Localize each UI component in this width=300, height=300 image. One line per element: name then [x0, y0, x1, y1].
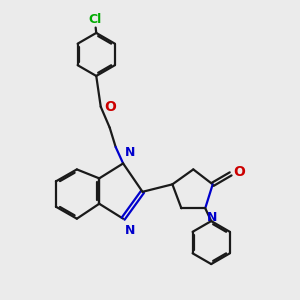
Text: N: N — [207, 211, 217, 224]
Text: N: N — [124, 224, 135, 237]
Text: Cl: Cl — [88, 14, 101, 26]
Text: O: O — [104, 100, 116, 114]
Text: N: N — [124, 146, 135, 159]
Text: O: O — [233, 165, 245, 179]
